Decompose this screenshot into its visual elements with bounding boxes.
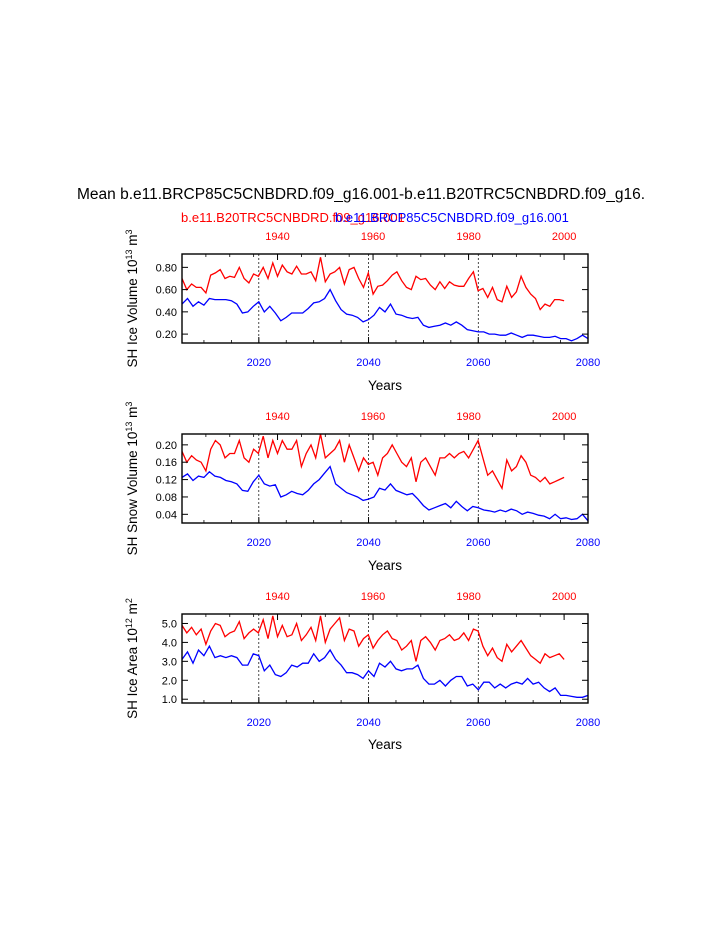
x-axis-label: Years [368, 558, 402, 573]
x-tick-label: 2040 [356, 357, 380, 369]
x-tick-label: 2060 [466, 357, 490, 369]
y-axis-label-text: SH Ice Area 10 [125, 628, 140, 719]
y-tick-label: 1.0 [162, 694, 177, 706]
top-x-tick-label: 1960 [361, 591, 385, 603]
x-tick-label: 2080 [576, 537, 600, 549]
legend-blue-label: b.e11.BRCP85C5CNBDRD.f09_g16.001 [335, 210, 569, 225]
plot-frame [181, 253, 589, 344]
panel-ice-volume: 0.20 0.40 0.60 0.80 2020 2040 2060 2080 1940 1960… [124, 229, 600, 393]
series-line-red [182, 434, 565, 491]
y-tick-label: 0.12 [156, 475, 177, 487]
y-axis-label-exponent: 13 [124, 249, 134, 259]
y-axis-label-exponent: 3 [124, 402, 134, 407]
y-axis-label-exponent: 12 [124, 618, 134, 628]
y-tick-label: 0.08 [156, 492, 177, 504]
x-tick-label: 2020 [247, 357, 271, 369]
panel-snow-volume: 0.04 0.08 0.12 0.16 0.20 2020 2040 2060 2080 1940… [124, 402, 600, 573]
top-x-tick-label: 1980 [456, 231, 480, 243]
series-line-blue [182, 288, 588, 342]
y-tick-label: 0.40 [156, 307, 177, 319]
figure-title: Mean b.e11.BRCP85C5CNBDRD.f09_g16.001-b.… [77, 186, 671, 203]
y-axis-label-text: m [125, 234, 140, 249]
y-tick-label: 4.0 [162, 637, 177, 649]
series-line-red [182, 257, 565, 311]
y-axis-label: SH Ice Volume 1013 m3 [124, 229, 140, 367]
x-tick-label: 2080 [576, 357, 600, 369]
top-x-tick-label: 1940 [265, 411, 289, 423]
panel-ice-area: 1.0 2.0 3.0 4.0 5.0 2020 2040 2060 2080 1940 1960 1… [124, 591, 600, 752]
x-tick-label: 2080 [576, 717, 600, 729]
plot-frame [181, 433, 589, 524]
top-x-tick-label: 1940 [265, 231, 289, 243]
y-tick-label: 0.20 [156, 329, 177, 341]
y-axis-label-exponent: 3 [124, 229, 134, 234]
top-x-tick-label: 2000 [552, 411, 576, 423]
legend-red-label: b.e11.B20TRC5CNBDRD.f09_g16.001 [181, 210, 405, 225]
top-x-tick-label: 2000 [552, 591, 576, 603]
y-axis-label-text: SH Ice Volume 10 [125, 259, 140, 367]
y-tick-label: 0.04 [156, 509, 177, 521]
y-axis-label-text: m [125, 603, 140, 618]
y-axis-label: SH Snow Volume 1013 m3 [124, 402, 140, 556]
y-axis-label-exponent: 2 [124, 598, 134, 603]
plot-frame [181, 613, 589, 704]
x-tick-label: 2040 [356, 537, 380, 549]
y-tick-label: 5.0 [162, 618, 177, 630]
y-tick-label: 0.80 [156, 262, 177, 274]
y-axis-label-text: SH Snow Volume 10 [125, 432, 140, 556]
x-tick-label: 2020 [247, 717, 271, 729]
top-x-tick-label: 1980 [456, 411, 480, 423]
top-x-tick-label: 1980 [456, 591, 480, 603]
series-line-blue [182, 644, 588, 698]
series-line-blue [182, 465, 588, 522]
x-tick-label: 2060 [466, 717, 490, 729]
x-tick-label: 2020 [247, 537, 271, 549]
top-x-tick-label: 1940 [265, 591, 289, 603]
y-tick-label: 2.0 [162, 675, 177, 687]
top-x-tick-label: 1960 [361, 231, 385, 243]
x-axis-label: Years [368, 737, 402, 752]
top-x-tick-label: 1960 [361, 411, 385, 423]
x-tick-label: 2040 [356, 717, 380, 729]
series-line-red [182, 615, 565, 665]
x-tick-label: 2060 [466, 537, 490, 549]
y-tick-label: 3.0 [162, 656, 177, 668]
y-tick-label: 0.16 [156, 457, 177, 469]
y-tick-label: 0.60 [156, 285, 177, 297]
y-axis-label: SH Ice Area 1012 m2 [124, 598, 140, 719]
y-axis-label-exponent: 13 [124, 422, 134, 432]
y-tick-label: 0.20 [156, 440, 177, 452]
x-axis-label: Years [368, 378, 402, 393]
top-x-tick-label: 2000 [552, 231, 576, 243]
y-axis-label-text: m [125, 407, 140, 422]
